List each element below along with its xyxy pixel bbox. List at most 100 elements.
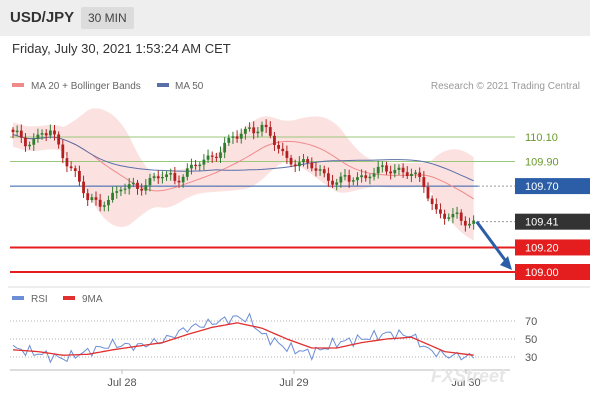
candle-body — [451, 213, 455, 218]
ma50-legend-label: MA 50 — [175, 81, 204, 92]
candle-body — [410, 173, 413, 177]
candle-body — [111, 192, 114, 201]
rsi-tick-label: 50 — [525, 334, 537, 346]
candle-body — [372, 173, 376, 177]
support-label: 109.00 — [525, 267, 559, 279]
candle-body — [335, 182, 339, 185]
support-label: 109.20 — [525, 242, 559, 254]
candle-body — [418, 172, 422, 178]
candle-body — [385, 165, 388, 172]
candle-body — [268, 127, 272, 136]
candle-body — [131, 182, 135, 185]
candle-body — [463, 220, 467, 226]
candle-body — [343, 175, 347, 177]
candle-body — [36, 134, 40, 139]
credit-text: Research © 2021 Trading Central — [431, 81, 580, 92]
candle-body — [293, 164, 297, 167]
resistance-label: 110.10 — [525, 132, 558, 144]
candle-body — [339, 176, 343, 183]
candle-body — [248, 127, 251, 129]
candle-body — [285, 151, 289, 158]
candle-body — [102, 205, 106, 207]
timeframe-badge[interactable]: 30 MIN — [81, 7, 134, 29]
candle-body — [389, 171, 393, 174]
candle-body — [48, 130, 52, 136]
candle-body — [331, 180, 334, 185]
candle-body — [94, 197, 98, 200]
candle-body — [447, 217, 451, 219]
candles-layer — [11, 119, 476, 232]
candle-body — [194, 164, 197, 167]
candle-body — [281, 148, 285, 152]
candle-body — [24, 137, 27, 147]
candle-body — [302, 159, 305, 163]
candle-body — [181, 176, 185, 183]
candle-body — [28, 144, 31, 147]
ma20-legend-label: MA 20 + Bollinger Bands — [31, 81, 141, 92]
candle-body — [277, 145, 280, 149]
current-label-box — [515, 213, 590, 230]
timestamp: Friday, July 30, 2021 1:53:24 AM CET — [12, 41, 231, 56]
candle-body — [65, 158, 69, 167]
candle-body — [148, 178, 152, 186]
rsi-ma-legend-swatch — [63, 296, 75, 300]
x-axis-labels: Jul 28 Jul 29 Jul 30 — [107, 370, 481, 389]
candle-body — [227, 137, 231, 143]
support-label-box — [515, 239, 590, 256]
candle-body — [244, 128, 247, 134]
candle-body — [306, 159, 310, 163]
candle-body — [90, 197, 94, 201]
candle-body — [223, 142, 227, 153]
candle-body — [422, 177, 426, 188]
candle-body — [219, 152, 222, 158]
watermark-logo: FXStreet — [431, 366, 506, 386]
candle-body — [11, 129, 15, 133]
candle-body — [439, 209, 442, 214]
moving-averages-layer — [12, 134, 474, 200]
candle-body — [468, 223, 471, 226]
candle-body — [310, 162, 314, 169]
candle-body — [44, 133, 48, 136]
candle-body — [235, 136, 239, 139]
header-bar: USD/JPY 30 MIN — [0, 0, 590, 36]
candle-body — [297, 162, 301, 167]
rsi-legend-label: RSI — [31, 294, 48, 305]
rsi-line — [12, 312, 475, 364]
candle-body — [401, 167, 405, 173]
rsi-tick-label: 70 — [525, 316, 537, 328]
candle-body — [434, 204, 438, 210]
rsi-ma-line — [12, 322, 474, 356]
symbol-title: USD/JPY — [10, 9, 75, 26]
forecast-arrow-head — [500, 256, 512, 270]
pivot-label-box — [515, 178, 590, 195]
candle-body — [161, 177, 164, 179]
candle-body — [393, 169, 397, 174]
candle-body — [53, 130, 56, 135]
candle-body — [260, 124, 264, 132]
rsi-layer: 30 50 70 — [10, 312, 537, 364]
candle-body — [256, 131, 260, 134]
levels-layer — [10, 136, 515, 273]
candle-body — [364, 175, 368, 179]
candle-body — [202, 159, 206, 165]
candle-body — [198, 164, 202, 167]
candle-body — [127, 184, 131, 189]
ma50-legend-swatch — [157, 83, 169, 87]
candle-body — [69, 166, 73, 169]
rsi-ma-legend-label: 9MA — [82, 294, 103, 305]
candle-body — [140, 188, 144, 191]
candle-body — [368, 176, 372, 179]
candle-body — [459, 212, 463, 221]
pivot-label: 109.70 — [525, 181, 559, 193]
candle-body — [190, 164, 193, 169]
candle-body — [443, 213, 446, 219]
bollinger-band — [13, 108, 474, 241]
candle-body — [165, 174, 168, 178]
candle-body — [314, 168, 318, 171]
candle-body — [318, 169, 322, 171]
resistance-label: 109.90 — [525, 157, 559, 169]
candle-body — [376, 166, 380, 174]
rsi-legend-swatch — [12, 296, 24, 300]
candle-body — [397, 167, 401, 170]
